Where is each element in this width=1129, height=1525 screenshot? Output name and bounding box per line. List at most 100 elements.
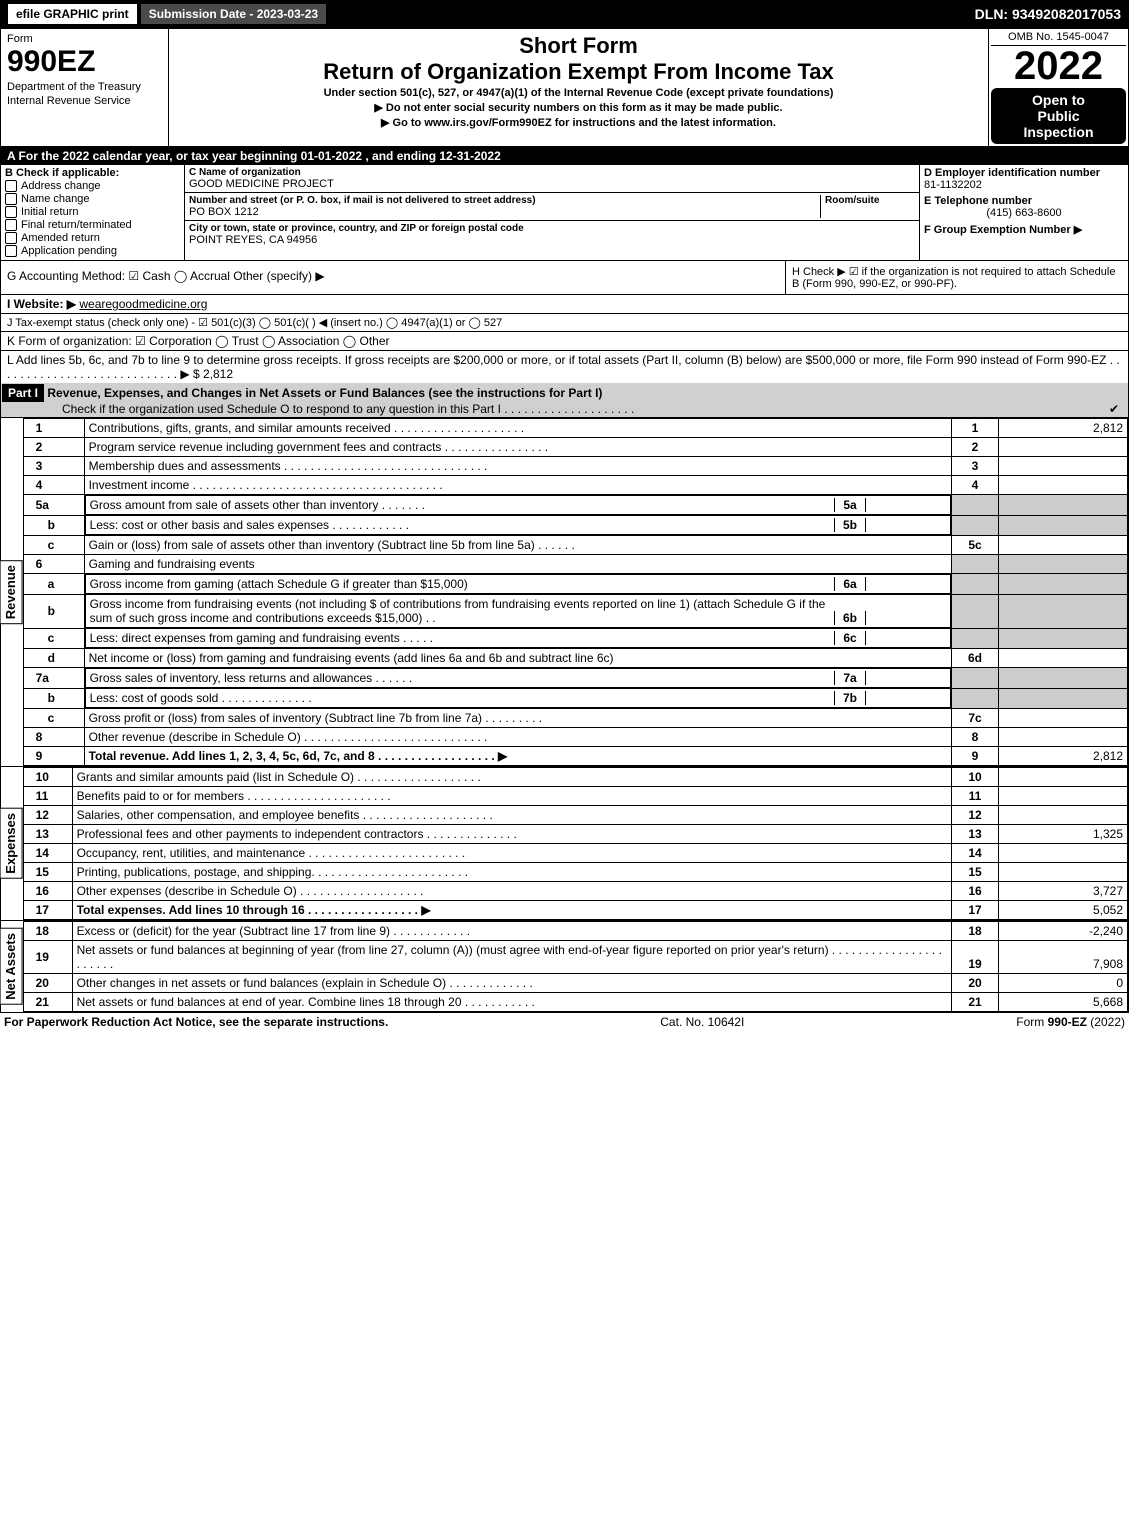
h-schedule-b: H Check ▶ ☑ if the organization is not r… (785, 261, 1128, 294)
cb-address-change[interactable]: Address change (5, 180, 180, 192)
revenue-tab: Revenue (1, 560, 23, 624)
lv (999, 536, 1128, 555)
line-6c: cLess: direct expenses from gaming and f… (23, 628, 1127, 649)
ssn-warning: ▶ Do not enter social security numbers o… (173, 101, 984, 114)
cb-application-pending[interactable]: Application pending (5, 245, 180, 257)
lt: Net income or (loss) from gaming and fun… (84, 649, 951, 668)
lt-b: Total expenses. Add lines 10 through 16 … (77, 903, 431, 917)
cb-label-amended: Amended return (21, 232, 100, 244)
section-c: C Name of organization GOOD MEDICINE PRO… (185, 165, 919, 260)
line-14: 14Occupancy, rent, utilities, and mainte… (23, 844, 1127, 863)
sr: 5b (834, 518, 866, 532)
lr: 7c (952, 709, 999, 728)
line-6b: bGross income from fundraising events (n… (23, 594, 1127, 628)
ln: d (23, 649, 84, 668)
line-1: 1Contributions, gifts, grants, and simil… (23, 419, 1127, 438)
efile-button[interactable]: efile GRAPHIC print (8, 4, 137, 24)
lt: Contributions, gifts, grants, and simila… (84, 419, 951, 438)
ln: c (23, 709, 84, 728)
line-5c: cGain or (loss) from sale of assets othe… (23, 536, 1127, 555)
l-gross-receipts: L Add lines 5b, 6c, and 7b to line 9 to … (1, 351, 1128, 383)
lt: Other revenue (describe in Schedule O) .… (84, 728, 951, 747)
ln: b (23, 594, 84, 628)
street-address: PO BOX 1212 (189, 206, 820, 218)
revenue-table: 1Contributions, gifts, grants, and simil… (23, 418, 1128, 766)
lv (999, 555, 1128, 574)
expenses-tab: Expenses (1, 808, 23, 879)
lt: Gross amount from sale of assets other t… (90, 498, 834, 512)
street-cell: Number and street (or P. O. box, if mail… (185, 193, 919, 221)
ln: 9 (23, 747, 84, 766)
lt: Total revenue. Add lines 1, 2, 3, 4, 5c,… (84, 747, 951, 766)
cb-final-return[interactable]: Final return/terminated (5, 219, 180, 231)
lt: Excess or (deficit) for the year (Subtra… (72, 922, 951, 941)
lv (999, 844, 1128, 863)
return-title: Return of Organization Exempt From Incom… (173, 59, 984, 85)
line-10: 10Grants and similar amounts paid (list … (23, 768, 1127, 787)
ln: 16 (23, 882, 72, 901)
fr-prefix: Form (1016, 1015, 1047, 1029)
ln: a (23, 574, 84, 595)
lt: Less: cost or other basis and sales expe… (90, 518, 834, 532)
lr (952, 628, 999, 649)
g-h-row: G Accounting Method: ☑ Cash ◯ Accrual Ot… (1, 261, 1128, 295)
insp-line1: Open to (995, 92, 1122, 108)
form-title-block: Short Form Return of Organization Exempt… (169, 29, 988, 146)
i-website-row: I Website: ▶ wearegoodmedicine.org (1, 295, 1128, 314)
sv (866, 597, 946, 625)
lt: Net assets or fund balances at beginning… (72, 941, 951, 974)
lt: Net assets or fund balances at end of ye… (72, 993, 951, 1012)
b-label: B Check if applicable: (5, 167, 180, 179)
lt: Less: cost of goods sold . . . . . . . .… (90, 691, 834, 705)
lt: Investment income . . . . . . . . . . . … (84, 476, 951, 495)
line-13: 13Professional fees and other payments t… (23, 825, 1127, 844)
sr: 6b (834, 611, 866, 625)
short-form-title: Short Form (173, 33, 984, 59)
lv (999, 668, 1128, 689)
insp-line3: Inspection (995, 124, 1122, 140)
top-bar-left: efile GRAPHIC print Submission Date - 20… (8, 4, 326, 24)
cb-initial-return[interactable]: Initial return (5, 206, 180, 218)
netassets-block: Net Assets 18Excess or (deficit) for the… (1, 920, 1128, 1012)
ln: 12 (23, 806, 72, 825)
lv: 5,052 (999, 901, 1128, 920)
website-link[interactable]: wearegoodmedicine.org (79, 297, 207, 311)
lr: 21 (952, 993, 999, 1012)
ln: 8 (23, 728, 84, 747)
line-7a: 7aGross sales of inventory, less returns… (23, 668, 1127, 689)
cb-amended-return[interactable]: Amended return (5, 232, 180, 244)
form-990ez: Form 990EZ Department of the Treasury In… (0, 28, 1129, 1013)
lv: 0 (999, 974, 1128, 993)
sv (866, 518, 946, 532)
footer-left: For Paperwork Reduction Act Notice, see … (4, 1015, 388, 1029)
row-a-tax-year: A For the 2022 calendar year, or tax yea… (1, 147, 1128, 165)
lr: 4 (952, 476, 999, 495)
lv (999, 457, 1128, 476)
lt: Occupancy, rent, utilities, and maintena… (72, 844, 951, 863)
year-block: OMB No. 1545-0047 2022 Open to Public In… (988, 29, 1128, 146)
line-8: 8Other revenue (describe in Schedule O) … (23, 728, 1127, 747)
lt: Gross income from gaming (attach Schedul… (90, 577, 834, 591)
instructions-link[interactable]: ▶ Go to www.irs.gov/Form990EZ for instru… (173, 116, 984, 129)
lt: Program service revenue including govern… (84, 438, 951, 457)
ln: b (23, 688, 84, 709)
ein-value: 81-1132202 (924, 179, 1124, 191)
cb-name-change[interactable]: Name change (5, 193, 180, 205)
line-19: 19Net assets or fund balances at beginni… (23, 941, 1127, 974)
fr-suffix: (2022) (1087, 1015, 1125, 1029)
lv (999, 728, 1128, 747)
lr: 9 (952, 747, 999, 766)
line-4: 4Investment income . . . . . . . . . . .… (23, 476, 1127, 495)
sr: 6c (834, 631, 866, 645)
lt: Professional fees and other payments to … (72, 825, 951, 844)
dln-number: DLN: 93492082017053 (975, 4, 1121, 24)
lv (999, 806, 1128, 825)
line-3: 3Membership dues and assessments . . . .… (23, 457, 1127, 476)
line-18: 18Excess or (deficit) for the year (Subt… (23, 922, 1127, 941)
dept-treasury: Department of the Treasury (7, 81, 162, 93)
footer-form: Form 990-EZ (2022) (1016, 1015, 1125, 1029)
lr: 15 (952, 863, 999, 882)
g-accounting: G Accounting Method: ☑ Cash ◯ Accrual Ot… (1, 261, 785, 294)
line-17: 17Total expenses. Add lines 10 through 1… (23, 901, 1127, 920)
line-12: 12Salaries, other compensation, and empl… (23, 806, 1127, 825)
